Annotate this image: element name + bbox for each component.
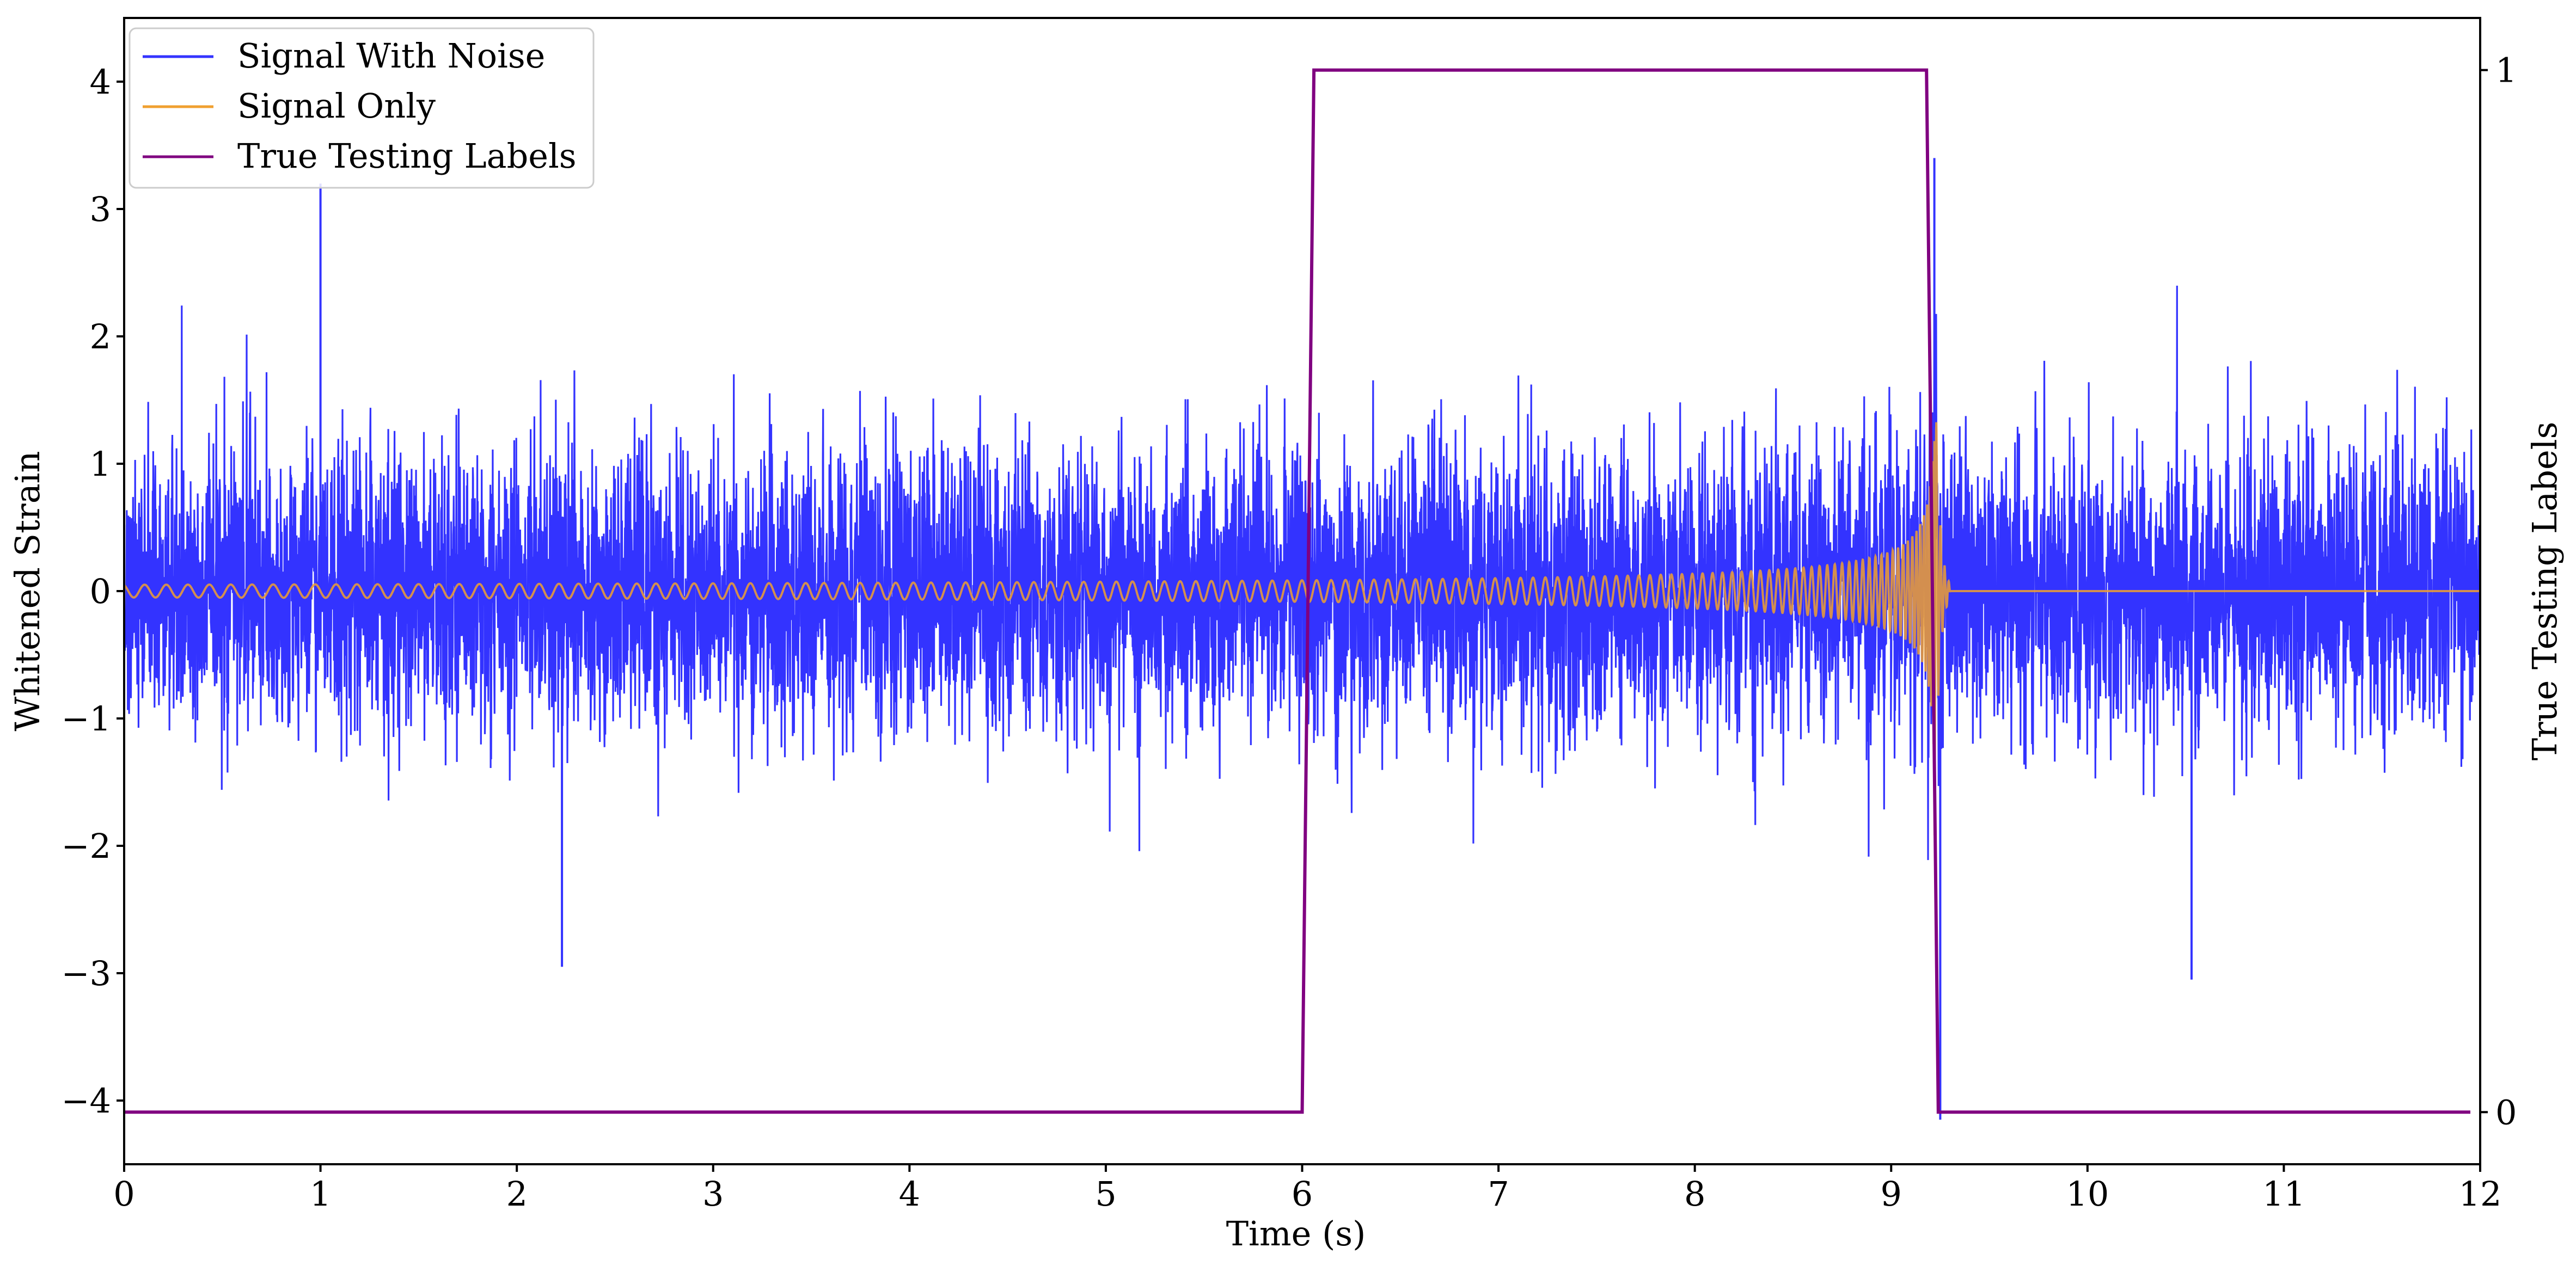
legend-box — [129, 27, 595, 189]
x-tick-label: 0 — [113, 1174, 134, 1214]
series-signal-with-noise — [124, 285, 2480, 861]
legend-label-true-testing-labels: True Testing Labels — [237, 136, 577, 176]
y-tick-label: 1 — [90, 444, 111, 484]
x-axis: 0 1 2 3 4 5 6 7 8 9 10 11 12 — [113, 1164, 2501, 1214]
x-tick-label: 7 — [1488, 1174, 1509, 1214]
y-axis-left: −4 −3 −2 −1 0 1 2 3 4 — [62, 62, 124, 1121]
legend-label-signal-with-noise: Signal With Noise — [237, 36, 545, 76]
series-layer — [124, 68, 2480, 1120]
y-tick-label: 4 — [90, 62, 111, 102]
x-tick-label: 2 — [506, 1174, 527, 1214]
x-tick-label: 3 — [702, 1174, 724, 1214]
y2-axis-label: True Testing Labels — [2525, 422, 2565, 761]
y-tick-label: −3 — [62, 954, 111, 993]
y-tick-label: 0 — [90, 572, 111, 611]
x-tick-label: 10 — [2066, 1174, 2109, 1214]
y2-tick-label: 0 — [2495, 1092, 2517, 1132]
series-true-testing-labels — [124, 68, 2470, 1114]
x-tick-label: 1 — [310, 1174, 331, 1214]
x-tick-label: 5 — [1095, 1174, 1116, 1214]
y-tick-label: −4 — [62, 1081, 111, 1121]
x-tick-label: 8 — [1684, 1174, 1705, 1214]
series-signal-only — [124, 422, 2480, 835]
legend-label-signal-only: Signal Only — [237, 86, 436, 126]
y-tick-label: 3 — [90, 189, 111, 229]
legend: Signal With Noise Signal Only True Testi… — [129, 27, 595, 189]
y-tick-label: −1 — [62, 699, 111, 739]
y-axis-right: 01 — [2480, 51, 2517, 1132]
y-tick-label: −2 — [62, 826, 111, 866]
x-axis-label: Time (s) — [1226, 1214, 1366, 1253]
y-axis-label: Whitened Strain — [8, 451, 47, 732]
x-tick-label: 9 — [1881, 1174, 1902, 1214]
y2-tick-label: 1 — [2495, 51, 2517, 90]
x-tick-label: 12 — [2459, 1174, 2502, 1214]
y-tick-label: 2 — [90, 317, 111, 357]
x-tick-label: 4 — [899, 1174, 920, 1214]
x-tick-label: 6 — [1292, 1174, 1313, 1214]
x-tick-label: 11 — [2262, 1174, 2305, 1214]
